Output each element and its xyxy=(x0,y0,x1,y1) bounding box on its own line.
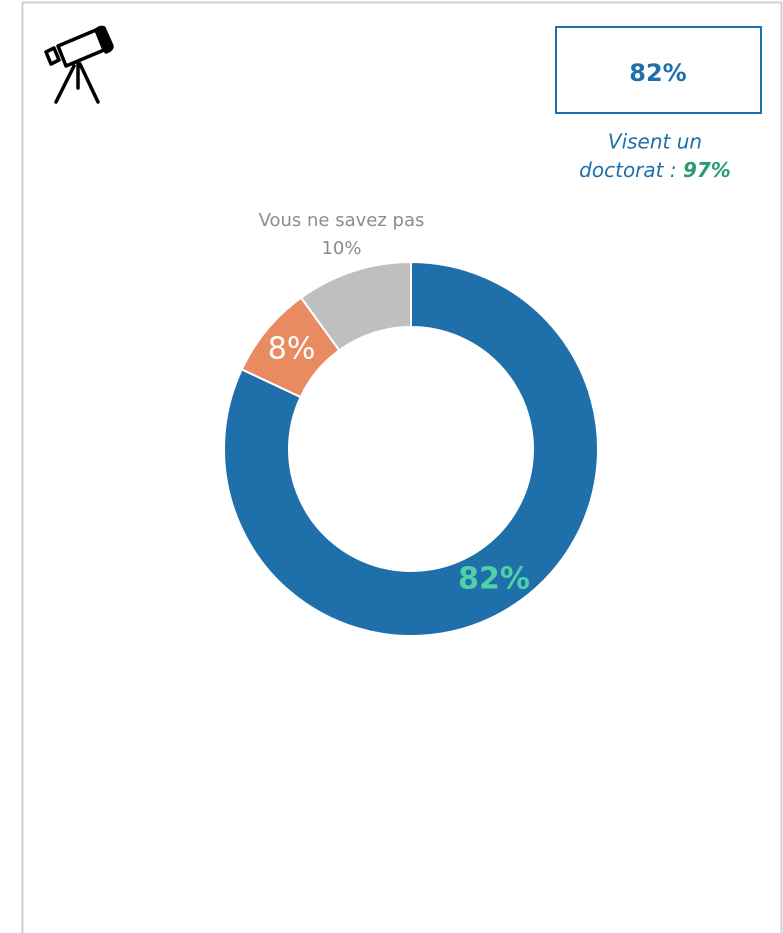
data-label: 8% xyxy=(268,332,316,367)
donut-segment xyxy=(223,260,599,637)
telescope-icon xyxy=(44,25,114,104)
data-label: 10% xyxy=(321,238,361,259)
kpi-highlight: 97% xyxy=(683,158,731,182)
kpi-note: doctorat : xyxy=(579,158,676,182)
category-label: Vous ne savez pas xyxy=(259,210,425,231)
kpi-note: Visent un xyxy=(608,130,702,154)
data-label: 82% xyxy=(458,561,530,596)
kpi-value: 82% xyxy=(629,59,686,87)
kpi-box xyxy=(555,26,762,114)
kpi-note: doctorat : 97% xyxy=(579,158,731,182)
donut-segment xyxy=(299,260,412,352)
